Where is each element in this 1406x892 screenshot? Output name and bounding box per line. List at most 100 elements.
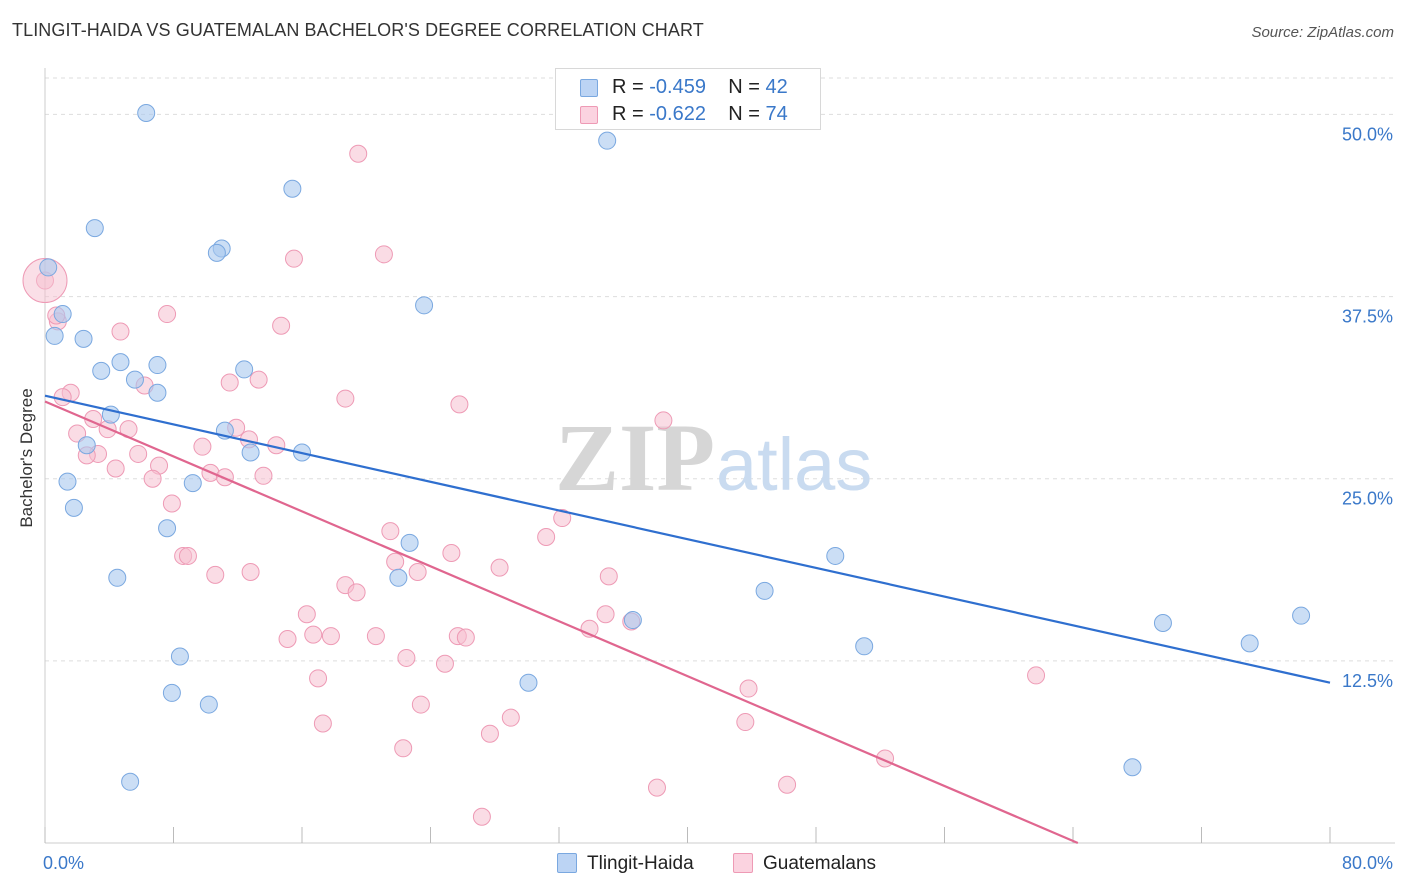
watermark-atlas: atlas: [716, 423, 872, 506]
guatemalans-point: [411, 695, 430, 714]
tlingit-haida-point: [623, 611, 642, 630]
chart-title: TLINGIT-HAIDA VS GUATEMALAN BACHELOR'S D…: [12, 20, 704, 40]
tlingit-haida-point: [598, 131, 617, 150]
guatemalans-point: [206, 565, 225, 584]
tlingit-haida-point: [162, 683, 181, 702]
guatemalans-point: [178, 546, 197, 565]
tlingit-haida-point: [74, 329, 93, 348]
guatemalans-trend-line: [44, 400, 1079, 845]
tick-labels: 12.5% 25.0% 37.5% 50.0% 0.0% 80.0%: [43, 124, 1393, 873]
tlingit-haida-point: [415, 296, 434, 315]
x-tick-label-max: 80.0%: [1342, 853, 1393, 873]
tlingit-haida-point: [241, 443, 260, 462]
tlingit-haida-point: [39, 258, 58, 277]
bottom-legend-swatch-pink: [733, 853, 753, 873]
tlingit-haida-point: [77, 436, 96, 455]
trend-lines: [44, 394, 1331, 845]
tlingit-haida-point: [170, 647, 189, 666]
guatemalans-point: [158, 305, 177, 324]
y-tick-label: 50.0%: [1342, 124, 1393, 144]
guatemalans-point: [284, 249, 303, 268]
guatemalans-point: [249, 370, 268, 389]
tlingit-haida-point: [183, 474, 202, 493]
guatemalans-point: [647, 778, 666, 797]
legend-r-value: -0.622: [649, 103, 706, 125]
guatemalans-point: [278, 630, 297, 648]
guatemalans-point: [739, 679, 758, 698]
guatemalans-point: [336, 389, 355, 408]
legend-swatch-blue: [580, 79, 598, 97]
guatemalans-point: [456, 628, 475, 647]
tlingit-haida-point: [121, 772, 140, 791]
tlingit-haida-point: [235, 360, 254, 379]
guatemalans-point: [241, 562, 260, 581]
guatemalans-point: [490, 558, 509, 577]
guatemalans-point: [313, 714, 332, 733]
guatemalans-point: [1027, 666, 1046, 685]
guatemalans-point: [450, 395, 469, 414]
guatemalans-point: [381, 522, 400, 541]
bottom-legend-label: Guatemalans: [763, 853, 877, 874]
bottom-legend-swatch-blue: [557, 853, 577, 873]
tlingit-haida-point: [855, 637, 874, 656]
guatemalans-point: [374, 245, 393, 264]
tlingit-haida-point: [64, 498, 83, 517]
tlingit-haida-point: [519, 673, 538, 692]
guatemalans-point: [480, 724, 499, 743]
tlingit-haida-point: [158, 519, 177, 538]
guatemalans-point: [272, 316, 291, 335]
tlingit-haida-point: [283, 179, 302, 198]
guatemalans-point: [654, 411, 673, 430]
watermark: ZIP atlas: [555, 404, 872, 511]
tlingit-haida-point: [389, 568, 408, 587]
tlingit-haida-point: [148, 356, 167, 375]
tlingit-haida-point: [125, 370, 144, 389]
legend-r-value: -0.459: [649, 76, 706, 98]
tlingit-haida-point: [111, 353, 130, 372]
tlingit-haida-point: [58, 472, 77, 491]
guatemalans-point: [321, 627, 340, 646]
tlingit-haida-point: [1153, 613, 1172, 632]
guatemalans-point: [537, 528, 556, 546]
tlingit-haida-point: [199, 695, 218, 714]
axis-layer: [44, 68, 1395, 844]
guatemalans-point: [349, 144, 368, 163]
y-tick-label: 37.5%: [1342, 307, 1393, 327]
tlingit-haida-point: [148, 383, 167, 402]
guatemalans-point: [53, 388, 72, 407]
tlingit-haida-point: [45, 326, 64, 345]
guatemalans-point: [162, 494, 181, 513]
chart-source: Source: ZipAtlas.com: [1251, 24, 1394, 41]
legend: R = -0.459 N = 42 R = -0.622 N = 74: [555, 68, 821, 130]
guatemalans-point: [366, 627, 385, 646]
guatemalans-point: [472, 807, 491, 826]
guatemalans-points: [22, 144, 1046, 826]
tlingit-haida-point: [108, 568, 127, 587]
guatemalans-point: [736, 713, 755, 732]
guatemalans-point: [68, 424, 87, 443]
tlingit-haida-trend-line: [44, 394, 1331, 684]
bottom-legend-tlingit-haida: Tlingit-Haida: [557, 852, 694, 876]
tlingit-haida-point: [1123, 758, 1142, 777]
watermark-zip: ZIP: [555, 404, 715, 511]
tlingit-haida-point: [53, 305, 72, 324]
legend-n-label: N =: [728, 103, 760, 125]
guatemalans-point: [297, 605, 316, 624]
legend-n-label: N =: [728, 76, 760, 98]
guatemalans-point: [309, 669, 328, 688]
guatemalans-point: [347, 583, 366, 602]
guatemalans-point: [220, 373, 239, 392]
tlingit-haida-point: [207, 243, 226, 262]
y-tick-label: 12.5%: [1342, 671, 1393, 691]
guatemalans-point: [501, 708, 520, 727]
guatemalans-point: [304, 625, 323, 644]
tlingit-haida-point: [826, 546, 845, 565]
guatemalans-point: [778, 775, 797, 794]
bottom-legend-label: Tlingit-Haida: [587, 853, 694, 874]
guatemalans-point: [386, 552, 405, 571]
legend-r-label: R =: [612, 103, 644, 125]
tlingit-haida-point: [1292, 606, 1311, 625]
bottom-legend-guatemalans: Guatemalans: [733, 852, 876, 876]
guatemalans-point: [143, 469, 162, 488]
